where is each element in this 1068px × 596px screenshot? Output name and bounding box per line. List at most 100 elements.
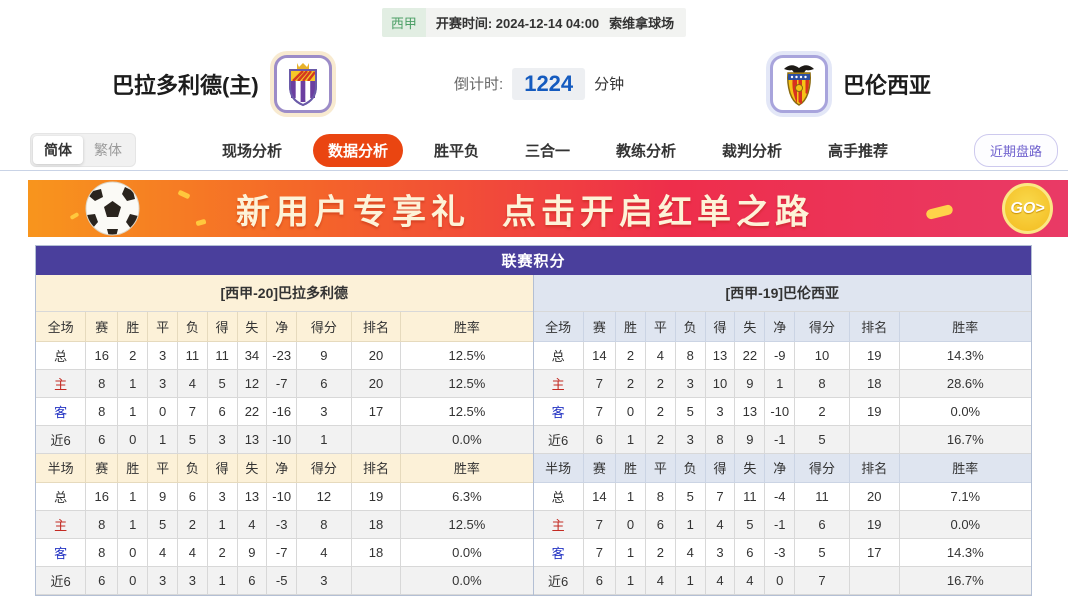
stats-cell: 7 <box>582 397 617 426</box>
stats-cell: 客 <box>36 538 87 567</box>
home-team-stats-half: [西甲-20]巴拉多利德 全场赛胜平负得失净得分 排名 胜率总 16 2 3 11 11 34-… <box>36 275 534 595</box>
recent-odds-button[interactable]: 近期盘路 <box>973 133 1058 167</box>
stats-cell: 8 <box>85 369 119 398</box>
stats-cell: 3 <box>296 566 352 595</box>
stats-cell: 6 <box>296 369 352 398</box>
confetti <box>195 218 207 227</box>
stats-cell: 10 <box>704 369 736 398</box>
home-team-name: 巴拉多利德(主) <box>112 72 259 98</box>
stats-cell: 12.5% <box>400 341 533 370</box>
stats-cell: 8 <box>674 341 706 370</box>
nav-tab[interactable]: 高手推荐 <box>828 142 889 160</box>
stats-cell: 1 <box>206 566 238 595</box>
stats-header-row: 半场赛胜平负得失净得分 排名 胜率 <box>533 453 1031 483</box>
nav-tab[interactable]: 胜平负 <box>433 142 479 160</box>
stats-cell: 9 <box>734 369 766 398</box>
stats-cell: 3 <box>296 397 352 426</box>
stats-cell: -23 <box>266 341 298 370</box>
stats-cell: 1 <box>117 482 149 511</box>
stats-cell: 11 <box>206 341 238 370</box>
stats-cell: 2 <box>206 538 238 567</box>
stats-cell: 7 <box>794 566 850 595</box>
stats-cell: 13 <box>236 482 268 511</box>
stats-header-cell: 平 <box>644 312 676 342</box>
stats-cell: 7 <box>582 510 617 539</box>
stats-cell: 4 <box>296 538 352 567</box>
countdown-label: 倒计时: <box>454 76 504 93</box>
venue: 索维拿球场 <box>609 16 675 31</box>
stats-header-row: 全场赛胜平负得失净得分 排名 胜率 <box>533 312 1031 342</box>
stats-header-cell: 得 <box>704 453 736 483</box>
stats-row: 主 8 1 3 4 5 12 -7 6 20 12.5% <box>36 369 533 398</box>
stats-row: 客 8 1 0 7 6 22 -16 3 17 12.5% <box>36 397 533 426</box>
stats-row: 总 16 1 9 6 3 13 -10 12 19 6.3% <box>36 482 533 511</box>
stats-cell: 28.6% <box>898 369 1031 398</box>
go-button[interactable]: GO> <box>1002 183 1053 234</box>
stats-cell: 0 <box>615 510 646 539</box>
promo-banner[interactable]: 新用户专享礼 点击开启红单之路 GO> <box>28 180 1068 237</box>
stats-header-cell: 得分 <box>296 453 352 483</box>
away-team-stats-half: [西甲-19]巴伦西亚 全场赛胜平负得失净得分 排名 胜率总 14 2 4 8 13 22 -9 1… <box>533 275 1031 595</box>
stats-cell: -10 <box>266 425 298 454</box>
stats-cell: 7.1% <box>898 482 1031 511</box>
stats-header-row: 全场赛胜平负得失净得分 排名 胜率 <box>36 312 533 342</box>
league-points-table: 联赛积分 [西甲-20]巴拉多利德 全场赛胜平负得失净得分 排名 胜率总 16 2 3 11… <box>35 245 1032 596</box>
stats-cell: 5 <box>206 369 238 398</box>
stats-header-cell: 得分 <box>794 453 850 483</box>
stats-cell: 近6 <box>533 425 584 454</box>
lang-traditional-button[interactable]: 繁体 <box>94 142 122 158</box>
nav-tab[interactable]: 教练分析 <box>616 142 677 160</box>
stats-header-cell: 负 <box>674 312 706 342</box>
countdown: 倒计时: 1224 分钟 <box>454 67 625 100</box>
stats-cell: 18 <box>848 369 900 398</box>
stats-header-cell: 得 <box>206 312 238 342</box>
stats-cell: 1 <box>296 425 352 454</box>
countdown-unit: 分钟 <box>594 76 625 93</box>
stats-cell: 0 <box>117 425 149 454</box>
stats-header-cell: 净 <box>266 312 298 342</box>
away-team-table-header: [西甲-19]巴伦西亚 <box>533 275 1031 312</box>
nav-tab[interactable]: 数据分析 <box>312 133 403 167</box>
lang-simplified-button[interactable]: 简体 <box>33 136 83 164</box>
nav-tab[interactable]: 三合一 <box>524 142 570 160</box>
stats-cell: 0.0% <box>898 510 1031 539</box>
stats-header-cell: 平 <box>644 453 676 483</box>
stats-cell: 34 <box>236 341 268 370</box>
stats-cell: -3 <box>266 510 298 539</box>
stats-cell: 主 <box>533 369 584 398</box>
stats-header-cell: 半场 <box>533 453 584 483</box>
stats-cell: 0 <box>117 538 149 567</box>
match-info-strip: 西甲 开赛时间: 2024-12-14 04:00 索维拿球场 <box>381 8 687 37</box>
stats-cell: 17 <box>350 397 402 426</box>
stats-cell: 0 <box>147 397 178 426</box>
stats-cell: 9 <box>296 341 352 370</box>
stats-cell: 5 <box>734 510 766 539</box>
stats-cell: 9 <box>734 425 766 454</box>
nav-tab[interactable]: 现场分析 <box>221 142 282 160</box>
nav-tab[interactable]: 裁判分析 <box>722 142 783 160</box>
stats-cell: 1 <box>117 369 149 398</box>
nav-tabs: 现场分析 数据分析 胜平负 三合一 教练分析 裁判分析 高手推荐 <box>136 133 974 167</box>
banner-text-left: 新用户专享礼 <box>236 193 470 231</box>
away-team-block: 巴伦西亚 <box>770 54 931 113</box>
stats-cell: 0 <box>764 566 796 595</box>
stats-cell: 6 <box>176 482 208 511</box>
stats-cell: -10 <box>266 482 298 511</box>
stats-cell: 2 <box>615 341 646 370</box>
stats-cell: -7 <box>266 369 298 398</box>
stats-cell: 12 <box>296 482 352 511</box>
valencia-crest-icon <box>784 64 814 106</box>
stats-cell: 8 <box>85 538 119 567</box>
stats-cell: 6 <box>85 425 119 454</box>
stats-cell: 6 <box>582 425 617 454</box>
stats-header-cell: 失 <box>236 453 268 483</box>
home-stats-table: 全场赛胜平负得失净得分 排名 胜率总 16 2 3 11 11 34 -23 9 20 12.5% 主 8 1… <box>36 312 533 595</box>
stats-header-cell: 胜 <box>117 312 149 342</box>
stats-cell: 8 <box>794 369 850 398</box>
stats-cell: 3 <box>674 369 706 398</box>
stats-cell: 主 <box>36 510 87 539</box>
stats-cell: 20 <box>350 369 402 398</box>
stats-cell: 11 <box>734 482 766 511</box>
kickoff-time: 2024-12-14 04:00 <box>495 16 600 31</box>
stats-cell: 18 <box>350 538 402 567</box>
